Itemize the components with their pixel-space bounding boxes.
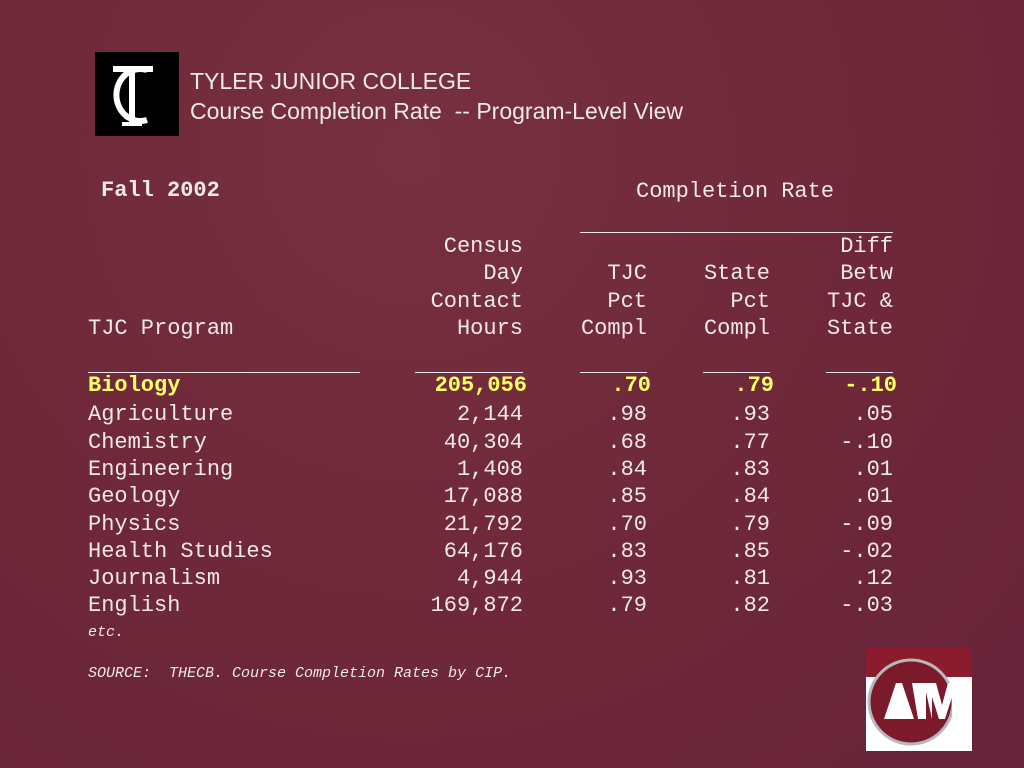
- table-cell: 21,792: [443, 511, 523, 537]
- table-cell: .79: [734, 373, 774, 398]
- tjc-logo: [95, 52, 179, 136]
- table-cell: .77: [730, 429, 770, 455]
- program-name: Health Studies: [88, 538, 273, 564]
- term: Fall 2002: [101, 178, 220, 203]
- program-name: Biology: [88, 373, 181, 398]
- column-header: Pct: [607, 288, 647, 314]
- table-cell: 64,176: [443, 538, 523, 564]
- table-cell: .81: [730, 566, 770, 592]
- column-header: State: [826, 316, 893, 341]
- table-cell: 1,408: [456, 456, 523, 482]
- program-name: Physics: [88, 511, 181, 537]
- table-cell: .12: [853, 566, 893, 592]
- header-rule: [580, 372, 647, 373]
- table-cell: .79: [607, 593, 647, 619]
- header-rule: [826, 372, 893, 373]
- column-header: Hours: [456, 316, 523, 341]
- source: SOURCE: THECB. Course Completion Rates b…: [88, 665, 512, 682]
- table-cell: .05: [853, 402, 893, 428]
- atm-logo: [866, 647, 972, 751]
- table-cell: 17,088: [443, 484, 523, 510]
- subtitle: Course Completion Rate -- Program-Level …: [190, 98, 683, 124]
- program-name: English: [88, 593, 181, 619]
- table-cell: .85: [730, 538, 770, 564]
- table-cell: .93: [730, 402, 770, 428]
- column-header: TJC: [607, 261, 647, 287]
- column-header: Contact: [430, 288, 523, 314]
- table-cell: .70: [607, 511, 647, 537]
- header-rule: [88, 372, 360, 373]
- table-cell: .83: [730, 456, 770, 482]
- table-cell: .01: [853, 484, 893, 510]
- table-cell: .84: [607, 456, 647, 482]
- column-header: Compl: [580, 316, 647, 341]
- table-cell: .79: [730, 511, 770, 537]
- table-cell: -.09: [840, 511, 893, 537]
- table-cell: .85: [607, 484, 647, 510]
- program-name: Engineering: [88, 456, 234, 482]
- title: TYLER JUNIOR COLLEGE: [190, 68, 472, 94]
- table-cell: .93: [607, 566, 647, 592]
- column-header: Census: [443, 234, 523, 260]
- table-cell: .84: [730, 484, 770, 510]
- column-header: TJC &: [826, 288, 893, 314]
- table-cell: 40,304: [443, 429, 523, 455]
- table-cell: -.10: [844, 373, 897, 398]
- column-header: Diff: [840, 234, 893, 260]
- program-name: Journalism: [88, 566, 221, 592]
- program-name: Chemistry: [88, 429, 207, 455]
- table-cell: 2,144: [456, 402, 523, 428]
- table-cell: 205,056: [434, 373, 527, 398]
- table-cell: .68: [607, 429, 647, 455]
- header-rule: [703, 372, 770, 373]
- table-cell: .70: [611, 373, 651, 398]
- table-cell: .01: [853, 456, 893, 482]
- column-header: Betw: [840, 261, 893, 287]
- table-cell: -.03: [840, 593, 893, 619]
- table-cell: .83: [607, 538, 647, 564]
- group-rule: [580, 232, 893, 233]
- table-cell: .82: [730, 593, 770, 619]
- program-name: Geology: [88, 484, 181, 510]
- column-header: Compl: [703, 316, 770, 341]
- program-name: Agriculture: [88, 402, 234, 428]
- footnote: etc.: [88, 624, 125, 641]
- column-header: Day: [483, 261, 523, 287]
- group-header: Completion Rate: [636, 179, 835, 204]
- table-cell: 169,872: [430, 593, 523, 619]
- table-cell: .98: [607, 402, 647, 428]
- table-cell: -.02: [840, 538, 893, 564]
- header-rule: [415, 372, 523, 373]
- table-cell: 4,944: [456, 566, 523, 592]
- column-header: State: [703, 261, 770, 287]
- table-cell: -.10: [840, 429, 893, 455]
- column-header: TJC Program: [88, 316, 234, 341]
- column-header: Pct: [730, 288, 770, 314]
